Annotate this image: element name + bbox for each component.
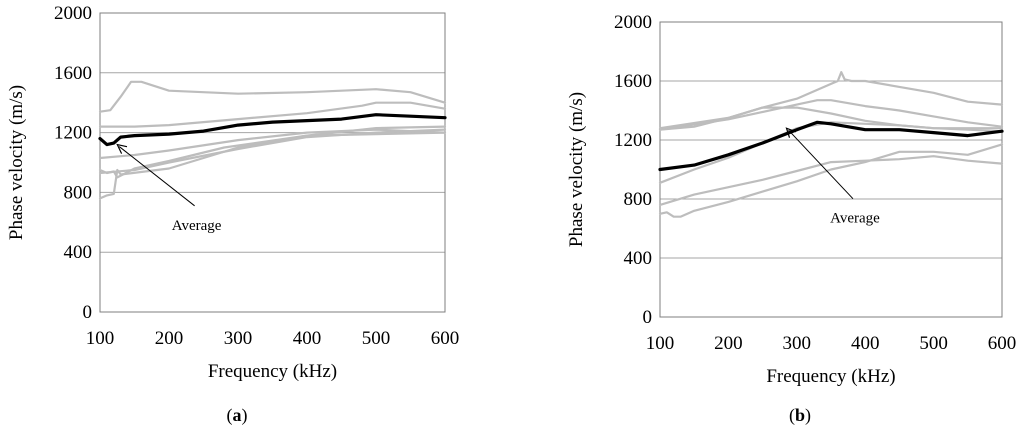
y-tick-label: 0 [83,302,93,323]
y-tick-label: 0 [643,307,653,328]
y-tick-label: 800 [624,189,653,210]
x-tick-label: 200 [155,328,184,349]
y-tick-label: 2000 [614,12,652,33]
x-axis-label: Frequency (kHz) [208,361,337,382]
x-tick-label: 300 [224,328,253,349]
annotation-arrow [788,129,854,200]
chart-panel-b: 0 400 800 1200 1600 2000 100 200 300 400 500 600 Fre… [566,12,1016,426]
series-line-2 [658,99,1004,131]
x-tick-label: 100 [646,333,675,354]
panel-label: (a) [227,405,248,426]
y-tick-label: 400 [624,248,653,269]
y-axis-label: Phase velocity (m/s) [6,85,27,240]
x-tick-label: 200 [714,333,743,354]
series-line-1 [98,80,447,113]
series-line-2 [98,101,447,128]
series-line-6 [98,128,447,175]
annotation-label: Average [172,218,222,234]
y-tick-label: 2000 [54,3,92,24]
annotation-arrowhead [785,127,797,138]
series-line-average [658,120,1004,172]
y-tick-label: 1600 [614,71,652,92]
series-line-6 [658,143,1004,218]
series-line-5 [658,155,1004,206]
x-tick-label: 100 [86,328,115,349]
x-tick-label: 300 [783,333,812,354]
series-line-3 [98,128,447,160]
x-tick-label: 500 [919,333,948,354]
annotation-arrow [118,146,195,207]
x-axis-label: Frequency (kHz) [766,366,895,387]
y-tick-label: 400 [64,242,93,263]
panel-label: (b) [789,405,811,426]
x-tick-label: 500 [362,328,391,349]
y-axis-label: Phase velocity (m/s) [566,92,587,247]
y-tick-label: 1600 [54,63,92,84]
chart-panel-a: 0 400 800 1200 1600 2000 100 200 300 400 500 600 Fre… [6,3,459,426]
x-tick-label: 400 [851,333,880,354]
y-tick-label: 800 [64,182,93,203]
plot-area-frame [99,12,446,313]
series-line-average [98,113,447,147]
annotation-label: Average [830,211,880,227]
x-tick-label: 600 [988,333,1017,354]
y-tick-label: 1200 [54,123,92,144]
x-tick-label: 600 [431,328,460,349]
annotation-arrowhead [116,143,128,154]
y-tick-label: 1200 [614,130,652,151]
x-tick-label: 400 [293,328,322,349]
